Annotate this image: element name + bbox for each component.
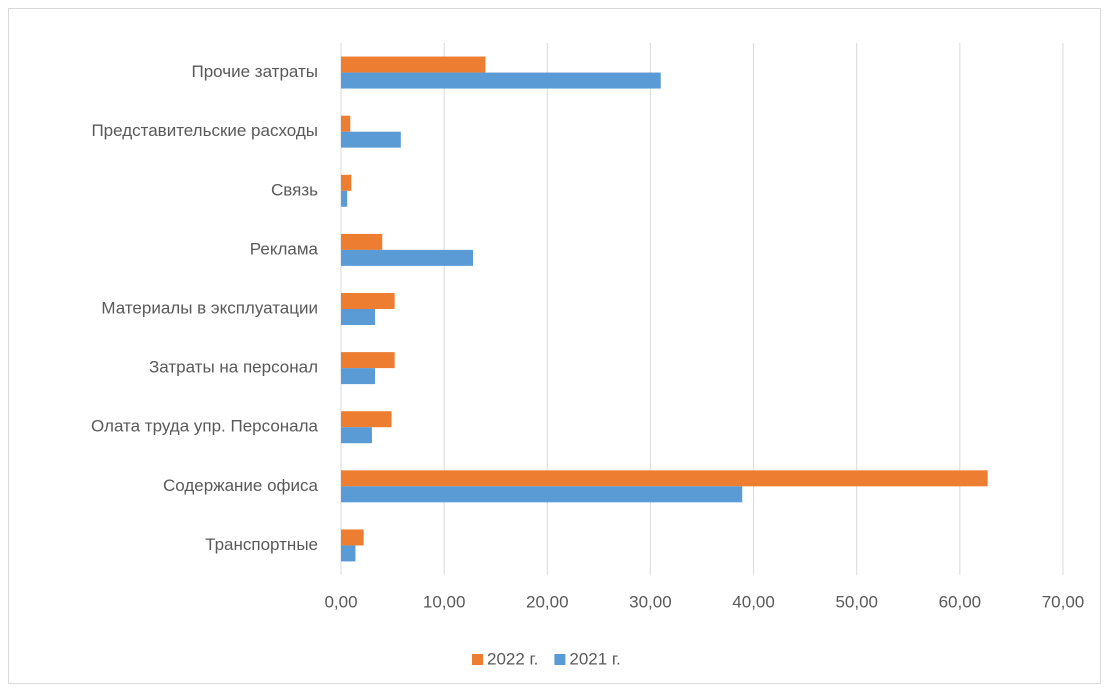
bar xyxy=(341,545,356,562)
x-tick-label: 20,00 xyxy=(526,592,569,611)
bar xyxy=(341,486,743,503)
bar xyxy=(341,233,383,250)
y-tick-label: Связь xyxy=(271,180,318,199)
bar xyxy=(341,72,661,89)
bar xyxy=(341,411,392,428)
y-tick-label: Транспортные xyxy=(205,535,318,554)
x-tick-label: 0,00 xyxy=(324,592,357,611)
bar xyxy=(341,309,376,325)
legend-swatch xyxy=(554,654,566,665)
bar xyxy=(341,293,395,309)
y-tick-label: Прочие затраты xyxy=(192,62,319,81)
bar xyxy=(341,115,351,132)
y-tick-label: Материалы в эксплуатации xyxy=(101,298,318,317)
x-tick-label: 40,00 xyxy=(732,592,775,611)
y-tick-label: Представительские расходы xyxy=(91,121,318,140)
bar xyxy=(341,368,376,385)
bar xyxy=(341,470,988,487)
x-tick-label: 10,00 xyxy=(423,592,466,611)
x-tick-label: 30,00 xyxy=(629,592,672,611)
legend-label: 2022 г. xyxy=(487,649,538,668)
y-tick-label: Затраты на персонал xyxy=(149,358,318,377)
legend-label: 2021 г. xyxy=(569,649,620,668)
chart-frame xyxy=(8,8,1101,684)
bar xyxy=(341,56,486,73)
y-tick-label: Содержание офиса xyxy=(163,476,319,495)
bar xyxy=(341,352,395,369)
x-tick-label: 50,00 xyxy=(835,592,878,611)
bar xyxy=(341,131,401,148)
bar xyxy=(341,249,474,266)
bar xyxy=(341,529,364,546)
bar xyxy=(341,190,348,207)
x-tick-label: 60,00 xyxy=(939,592,982,611)
legend-swatch xyxy=(472,654,483,665)
bar xyxy=(341,174,352,191)
y-tick-label: Олата труда упр. Персонала xyxy=(91,417,319,436)
y-tick-label: Реклама xyxy=(250,239,319,258)
x-tick-label: 70,00 xyxy=(1042,592,1085,611)
bar xyxy=(341,427,372,444)
